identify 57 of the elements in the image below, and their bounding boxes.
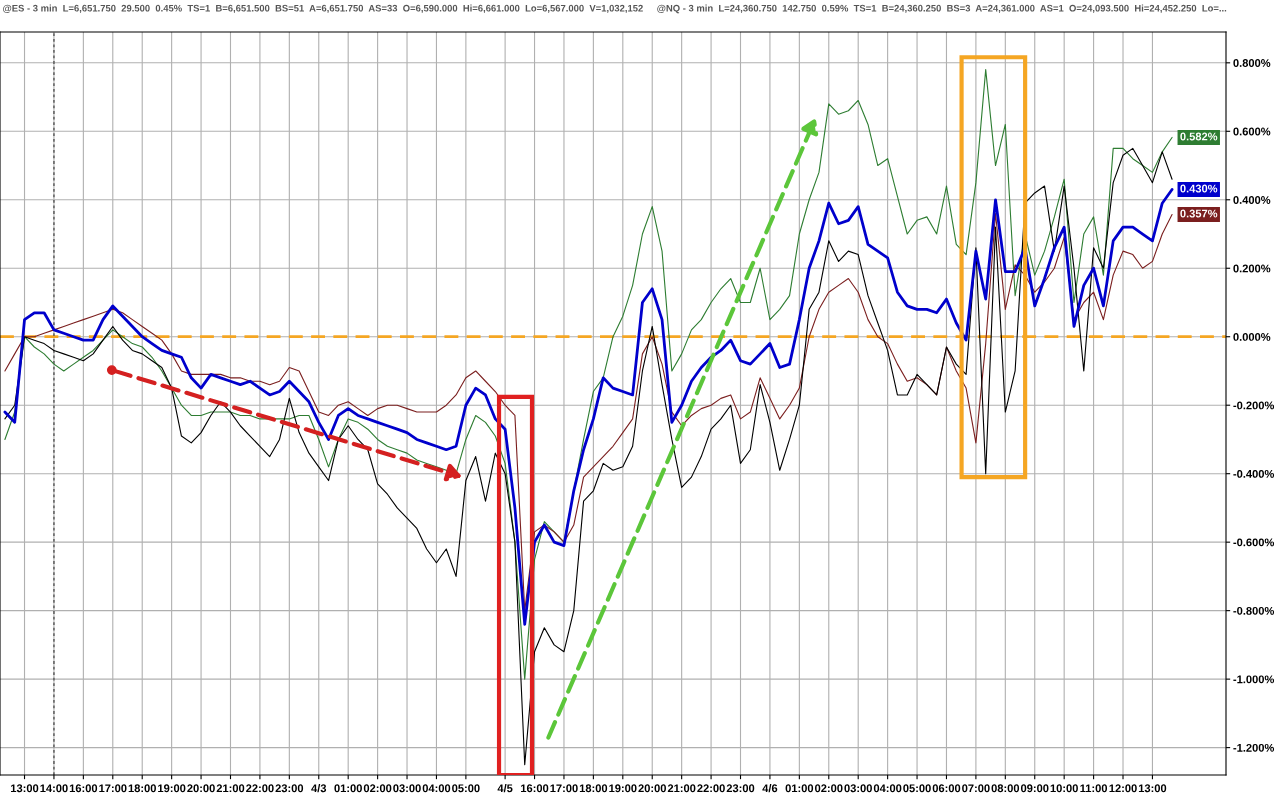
x-tick-label: 10:00 <box>1050 784 1078 793</box>
x-tick-label: 07:00 <box>962 784 990 793</box>
x-tick-label: 17:00 <box>550 784 578 793</box>
x-tick-label: 19:00 <box>158 784 186 793</box>
y-tick-label: -1.000% <box>1233 675 1275 684</box>
x-tick-label: 16:00 <box>521 784 549 793</box>
y-tick-label: 0.200% <box>1233 264 1271 273</box>
x-tick-label: 01:00 <box>334 784 362 793</box>
y-tick-label: 0.800% <box>1233 59 1271 67</box>
y-tick-label: -0.800% <box>1233 606 1275 615</box>
y-tick-label: -0.600% <box>1233 538 1275 547</box>
x-tick-label: 20:00 <box>187 784 215 793</box>
x-tick-label: 04:00 <box>422 784 451 793</box>
x-tick-label: 13:00 <box>11 784 39 793</box>
x-tick-label: 04:00 <box>873 784 902 793</box>
x-tick-label: 02:00 <box>363 784 392 793</box>
x-tick-label: 02:00 <box>815 784 843 793</box>
x-tick-label: 14:00 <box>40 784 68 793</box>
x-tick-label: 4/5 <box>497 784 513 793</box>
x-tick-label: 20:00 <box>638 784 666 793</box>
text: @ES - 3 min L=6,651.750 29.500 0.45% TS=1 B=6,651.500 BS=51 A=6,651.750 AS=33 O=6,590.000 Hi=6,661.000 Lo=6,567.000 V=1,032,152 <box>3 4 643 13</box>
x-tick-label: 18:00 <box>128 784 156 793</box>
x-tick-label: 06:00 <box>932 784 961 793</box>
x-tick-label: 01:00 <box>785 784 814 793</box>
data-label: 0.357% <box>1180 209 1218 218</box>
x-tick-label: 18:00 <box>579 784 608 793</box>
y-tick-label: -1.200% <box>1233 743 1275 752</box>
x-tick-label: 11:00 <box>1080 784 1108 793</box>
x-tick-label: 19:00 <box>609 784 637 793</box>
x-tick-label: 23:00 <box>726 784 755 793</box>
x-tick-label: 12:00 <box>1109 784 1137 793</box>
x-tick-label: 21:00 <box>216 784 245 793</box>
x-tick-label: 09:00 <box>1020 784 1049 793</box>
x-tick-label: 4/3 <box>311 784 327 793</box>
y-tick-label: 0.000% <box>1233 333 1271 341</box>
y-tick-label: 0.600% <box>1233 127 1271 136</box>
x-tick-label: 17:00 <box>99 784 127 793</box>
line-series <box>4 69 1173 680</box>
text: @NQ - 3 min L=24,360.750 142.750 0.59% TS=1 B=24,360.250 BS=3 A=24,361.000 AS=1 O=24,093.500 Hi=24,452.250 Lo=... <box>657 4 1227 14</box>
line-series <box>4 147 1173 766</box>
x-tick-label: 05:00 <box>452 784 480 793</box>
x-tick-label: 21:00 <box>667 784 696 793</box>
x-tick-label: 05:00 <box>903 784 931 793</box>
x-tick-label: 23:00 <box>275 784 304 793</box>
data-label: 0.582% <box>1180 132 1218 141</box>
x-tick-label: 08:00 <box>991 784 1020 793</box>
y-tick-label: 0.400% <box>1233 196 1271 204</box>
x-tick-label: 22:00 <box>697 784 725 793</box>
data-label: 0.430% <box>1180 184 1218 193</box>
x-tick-label: 22:00 <box>246 784 274 793</box>
x-tick-label: 4/6 <box>762 784 778 793</box>
x-tick-label: 03:00 <box>393 784 421 793</box>
y-tick-label: -0.400% <box>1233 469 1275 478</box>
x-tick-label: 03:00 <box>844 784 872 793</box>
y-tick-label: -0.200% <box>1233 401 1275 410</box>
x-tick-label: 13:00 <box>1138 784 1167 793</box>
x-tick-label: 16:00 <box>69 784 98 793</box>
